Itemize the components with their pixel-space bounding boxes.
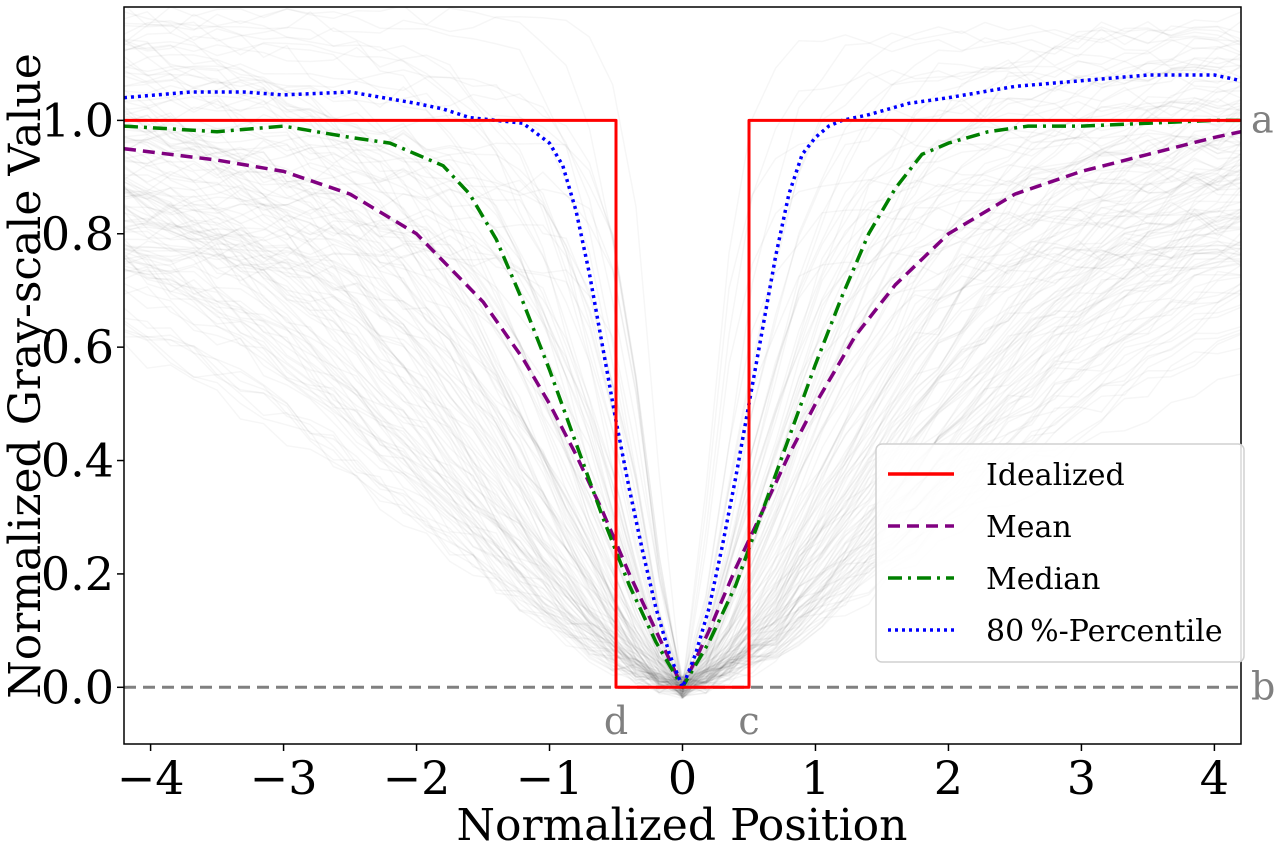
legend-label: Mean (986, 510, 1072, 545)
legend-label: Median (986, 562, 1100, 597)
x-tick-label: 3 (1067, 751, 1096, 805)
x-tick-label: −4 (117, 751, 185, 805)
annotation-d: d (604, 699, 628, 743)
legend-box (875, 443, 1245, 663)
series-line-median (124, 118, 1241, 690)
y-axis-title: Normalized Gray-scale Value (0, 53, 51, 699)
x-axis-title: Normalized Position (456, 800, 907, 851)
x-tick-label: 1 (801, 751, 830, 805)
annotation-c: c (738, 699, 759, 743)
x-tick-label: 4 (1200, 751, 1229, 805)
x-tick-label: −3 (250, 751, 318, 805)
series-line-mean (124, 129, 1241, 690)
x-tick-label: 0 (668, 751, 697, 805)
legend: Idealized Mean Median 80 %-Percentile (875, 443, 1245, 663)
y-tick-label: 0.2 (41, 547, 114, 601)
annotation-a: a (1251, 97, 1274, 141)
y-tick-label: 0.8 (41, 207, 114, 261)
legend-label: Idealized (986, 458, 1125, 493)
axis-ticks: −4 −3 −2 −1 0 1 2 3 4 0.0 0.2 0.4 0.6 0.8 1.0 (41, 93, 1229, 805)
y-tick-label: 1.0 (41, 93, 114, 147)
x-tick-label: −2 (383, 751, 451, 805)
y-tick-label: 0.0 (41, 660, 114, 714)
series-line-idealized (124, 118, 1241, 689)
x-tick-label: 2 (934, 751, 963, 805)
legend-label: 80 %-Percentile (986, 614, 1223, 649)
series-line-80-percentile (124, 73, 1241, 690)
y-tick-label: 0.4 (41, 434, 114, 488)
y-tick-label: 0.6 (41, 320, 114, 374)
series-layer (124, 73, 1241, 690)
annotation-b: b (1251, 664, 1275, 708)
annotations: a b d c (604, 97, 1275, 743)
x-tick-label: −1 (516, 751, 584, 805)
background-trace (124, 135, 683, 692)
